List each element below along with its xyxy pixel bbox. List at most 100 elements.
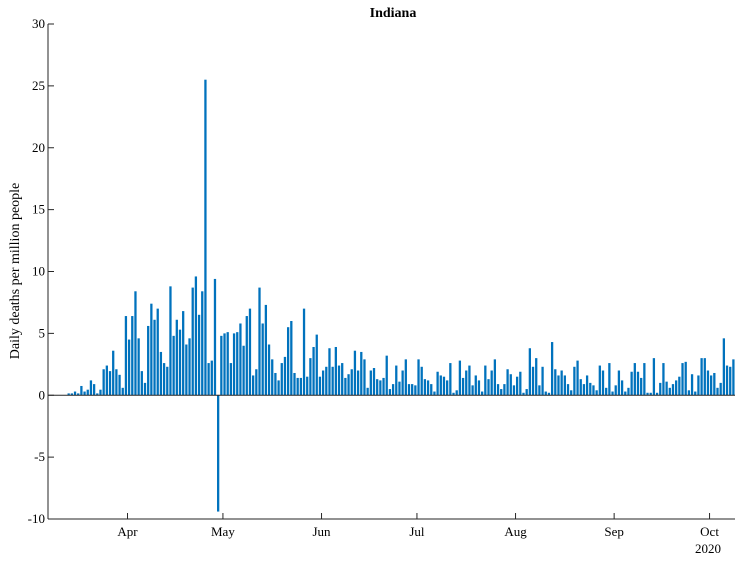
bar — [423, 379, 427, 396]
bar — [169, 286, 172, 396]
bar — [150, 303, 153, 396]
bar — [306, 376, 309, 396]
bar — [582, 384, 586, 396]
bar — [388, 389, 392, 396]
bar — [239, 323, 242, 396]
bar — [554, 369, 557, 396]
bar — [280, 363, 283, 396]
bar — [509, 374, 512, 396]
bar — [376, 379, 379, 396]
bar — [86, 389, 89, 396]
bar — [659, 382, 662, 396]
bar — [102, 369, 105, 396]
bar — [570, 390, 573, 396]
bar — [722, 338, 726, 396]
bar — [732, 359, 735, 396]
bar — [89, 380, 93, 396]
bar — [350, 369, 353, 396]
bar — [630, 371, 633, 396]
bar — [538, 385, 541, 396]
x-tick-label: Apr — [117, 524, 138, 539]
bar — [271, 359, 274, 396]
bar — [347, 374, 350, 396]
x-axis: Apr May Jun Jul Aug Sep Oct — [48, 513, 735, 539]
bar — [70, 393, 73, 396]
bar — [573, 366, 576, 396]
bar — [258, 287, 261, 396]
bar — [541, 366, 544, 396]
bar — [458, 360, 462, 396]
bar — [197, 314, 201, 396]
bar — [496, 384, 500, 396]
bar — [182, 311, 185, 396]
bar — [210, 360, 213, 396]
bar — [579, 379, 582, 396]
bar — [430, 384, 433, 396]
bar — [242, 345, 245, 396]
bar — [372, 368, 376, 396]
bar — [67, 393, 70, 396]
bar — [331, 366, 334, 396]
bar — [474, 375, 477, 396]
bar — [646, 392, 649, 396]
bar — [207, 363, 210, 396]
bar — [652, 358, 656, 396]
bar — [455, 390, 458, 396]
bar — [105, 365, 108, 396]
bar — [391, 384, 395, 396]
bar — [503, 384, 506, 396]
bar — [694, 391, 697, 396]
bar — [73, 391, 77, 396]
bar — [446, 380, 449, 396]
bar — [487, 379, 490, 396]
bar — [321, 370, 325, 396]
y-tick-label: 20 — [32, 140, 45, 155]
y-axis-title: Daily deaths per million people — [8, 183, 23, 360]
bar — [719, 382, 722, 396]
bar — [147, 325, 150, 396]
bar — [675, 380, 678, 396]
bar — [398, 381, 401, 396]
bar — [156, 308, 159, 396]
bar — [341, 363, 344, 396]
bar — [185, 344, 188, 396]
bar — [547, 392, 551, 396]
bar — [729, 366, 732, 396]
bar — [601, 370, 605, 396]
x-tick-label: Jul — [409, 524, 425, 539]
bar — [716, 387, 719, 396]
bar — [344, 377, 347, 396]
bar — [137, 338, 140, 396]
x-tick-label: Oct — [700, 524, 719, 539]
bar — [684, 361, 687, 396]
bar — [121, 387, 124, 396]
bar — [665, 381, 668, 396]
x-axis-year-label: 2020 — [695, 541, 721, 556]
bar — [191, 287, 194, 396]
bar — [127, 339, 131, 396]
bar — [519, 371, 522, 396]
bar — [481, 391, 484, 396]
bar — [512, 385, 516, 396]
bar — [636, 371, 640, 396]
y-tick-label: 10 — [32, 264, 45, 279]
bar — [605, 387, 608, 396]
bar — [563, 375, 566, 396]
bar — [290, 321, 293, 396]
bar — [608, 363, 611, 396]
bar — [595, 390, 598, 396]
bar — [449, 363, 452, 396]
bar — [248, 308, 252, 396]
bar — [490, 370, 493, 396]
bar — [366, 387, 369, 396]
bar — [426, 380, 430, 396]
bar — [407, 384, 411, 396]
bar — [264, 304, 268, 396]
bar — [544, 391, 547, 396]
y-axis: -10 -5 0 5 10 15 20 25 30 — [28, 16, 54, 526]
bar — [232, 333, 236, 396]
bar — [223, 333, 226, 396]
bar — [318, 376, 322, 396]
bar — [83, 391, 86, 396]
